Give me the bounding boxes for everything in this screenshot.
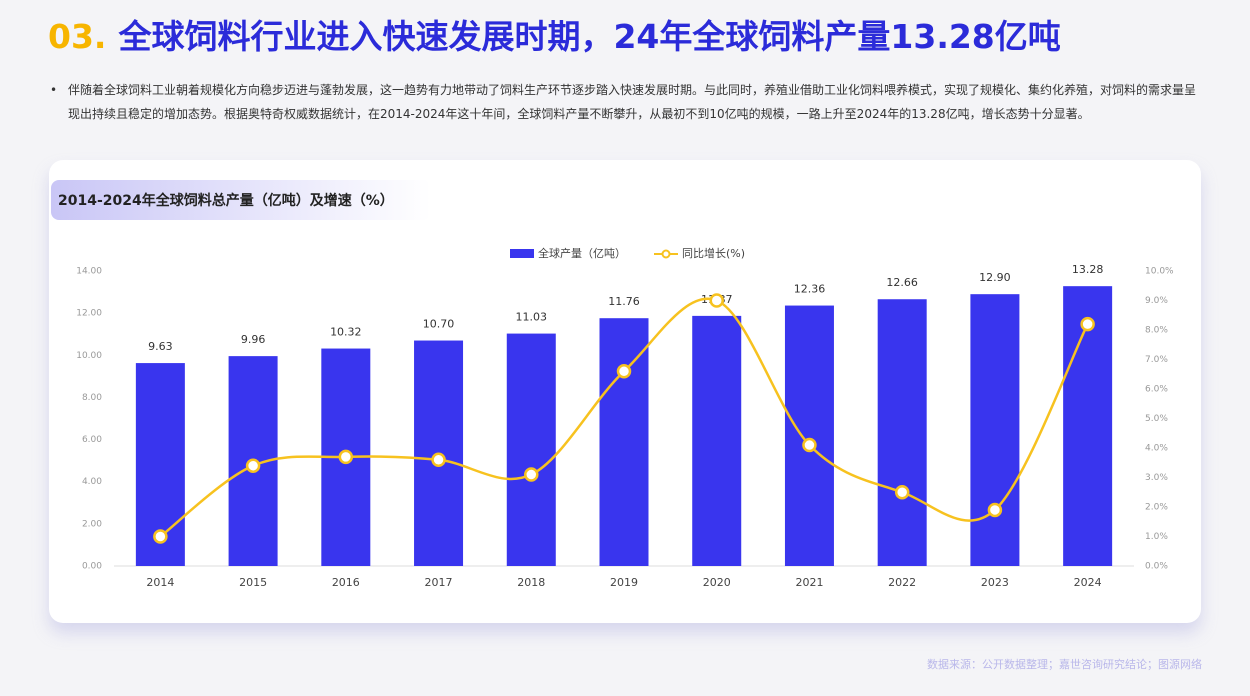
bullet-dot: • [50, 83, 58, 97]
data-label: 12.36 [794, 283, 826, 296]
legend-label: 全球产量（亿吨） [538, 246, 626, 260]
bar [877, 299, 927, 566]
x-tick-label: 2020 [703, 576, 731, 589]
data-label: 13.28 [1072, 263, 1104, 276]
line-point [1080, 316, 1095, 332]
line-point [894, 485, 910, 500]
heading-number: 03. [48, 17, 107, 56]
line-point [987, 502, 1003, 518]
data-label: 11.76 [608, 295, 640, 308]
data-label: 12.66 [886, 276, 918, 289]
x-tick-label: 2023 [981, 576, 1009, 589]
data-label: 10.32 [330, 326, 362, 339]
y-tick-label: 8.00 [82, 393, 102, 403]
line-point [338, 449, 354, 465]
data-label: 10.70 [423, 318, 455, 331]
x-tick-label: 2019 [610, 576, 638, 589]
x-tick-label: 2015 [239, 576, 267, 589]
source: 数据来源：公开数据整理；嘉世咨询研究结论；图源网络 [927, 658, 1202, 671]
bar [784, 305, 834, 566]
line [159, 297, 1089, 538]
x-tick-label: 2021 [795, 576, 823, 589]
bullet-text: 伴随着全球饲料工业朝着规模化方向稳步迈进与蓬勃发展，这一趋势有力地带动了饲料生产… [68, 83, 1197, 121]
x-tick-label: 2017 [425, 576, 453, 589]
line-point [616, 364, 632, 379]
y2-tick-label: 5.0% [1145, 414, 1168, 424]
y2-tick-label: 10.0% [1145, 267, 1174, 277]
x-tick-label: 2022 [888, 576, 916, 589]
line-point [802, 437, 817, 453]
data-label: 9.96 [241, 333, 266, 346]
title-pill [51, 180, 431, 220]
y2-tick-label: 0.0% [1145, 562, 1168, 572]
x-tick-label: 2018 [517, 576, 545, 589]
legend-swatch [661, 249, 671, 259]
y-tick-label: 0.00 [82, 562, 102, 572]
y-tick-label: 6.00 [82, 435, 102, 445]
y-tick-label: 12.00 [76, 309, 102, 319]
line-point [153, 529, 168, 544]
y2-tick-label: 6.0% [1145, 385, 1168, 395]
x-tick-label: 2016 [332, 576, 360, 589]
heading: 03. 全球饲料行业进入快速发展时期，24年全球饲料产量13.28亿吨 [48, 10, 1061, 58]
x-tick-label: 2014 [146, 576, 174, 589]
legend-label: 同比增长(%) [682, 246, 745, 260]
bar [692, 315, 742, 566]
y2-tick-label: 2.0% [1145, 503, 1168, 513]
bar [506, 333, 556, 566]
line-point [245, 458, 261, 473]
bar [599, 318, 649, 566]
line-point [709, 293, 724, 308]
chart-title: 2014-2024年全球饲料总产量（亿吨）及增速（%） [58, 192, 394, 209]
legend-swatch [510, 249, 534, 258]
y-tick-label: 14.00 [76, 267, 102, 277]
y-tick-label: 2.00 [82, 519, 102, 529]
y2-tick-label: 4.0% [1145, 444, 1168, 454]
data-label: 12.90 [979, 271, 1011, 284]
bar [1063, 286, 1113, 566]
line-point [431, 452, 446, 468]
y2-tick-label: 1.0% [1145, 532, 1168, 542]
y2-tick-label: 8.0% [1145, 326, 1168, 336]
heading-text: 全球饲料行业进入快速发展时期，24年全球饲料产量13.28亿吨 [118, 17, 1061, 56]
y2-tick-label: 3.0% [1145, 473, 1168, 483]
data-label: 9.63 [148, 340, 173, 353]
bar [970, 294, 1020, 566]
line-point [524, 467, 539, 482]
y-tick-label: 10.00 [76, 351, 102, 361]
x-tick-label: 2024 [1074, 576, 1102, 589]
y2-tick-label: 9.0% [1145, 296, 1168, 306]
y2-tick-label: 7.0% [1145, 355, 1168, 365]
y-tick-label: 4.00 [82, 477, 102, 487]
data-label: 11.03 [516, 311, 548, 324]
